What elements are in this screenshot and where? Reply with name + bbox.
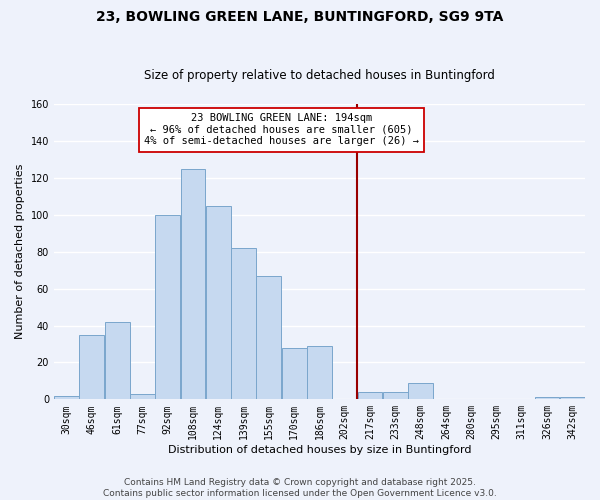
Bar [79, 334, 104, 400]
Bar [155, 215, 180, 400]
Title: Size of property relative to detached houses in Buntingford: Size of property relative to detached ho… [144, 69, 495, 82]
Bar [383, 392, 408, 400]
Bar [358, 392, 382, 400]
Bar [307, 346, 332, 400]
Text: 23 BOWLING GREEN LANE: 194sqm
← 96% of detached houses are smaller (605)
4% of s: 23 BOWLING GREEN LANE: 194sqm ← 96% of d… [144, 113, 419, 146]
Bar [105, 322, 130, 400]
Bar [181, 168, 205, 400]
Y-axis label: Number of detached properties: Number of detached properties [15, 164, 25, 340]
Bar [206, 206, 230, 400]
X-axis label: Distribution of detached houses by size in Buntingford: Distribution of detached houses by size … [168, 445, 471, 455]
Bar [130, 394, 155, 400]
Text: Contains HM Land Registry data © Crown copyright and database right 2025.
Contai: Contains HM Land Registry data © Crown c… [103, 478, 497, 498]
Bar [282, 348, 307, 400]
Bar [560, 398, 585, 400]
Bar [256, 276, 281, 400]
Bar [231, 248, 256, 400]
Text: 23, BOWLING GREEN LANE, BUNTINGFORD, SG9 9TA: 23, BOWLING GREEN LANE, BUNTINGFORD, SG9… [97, 10, 503, 24]
Bar [408, 382, 433, 400]
Bar [535, 398, 559, 400]
Bar [54, 396, 79, 400]
